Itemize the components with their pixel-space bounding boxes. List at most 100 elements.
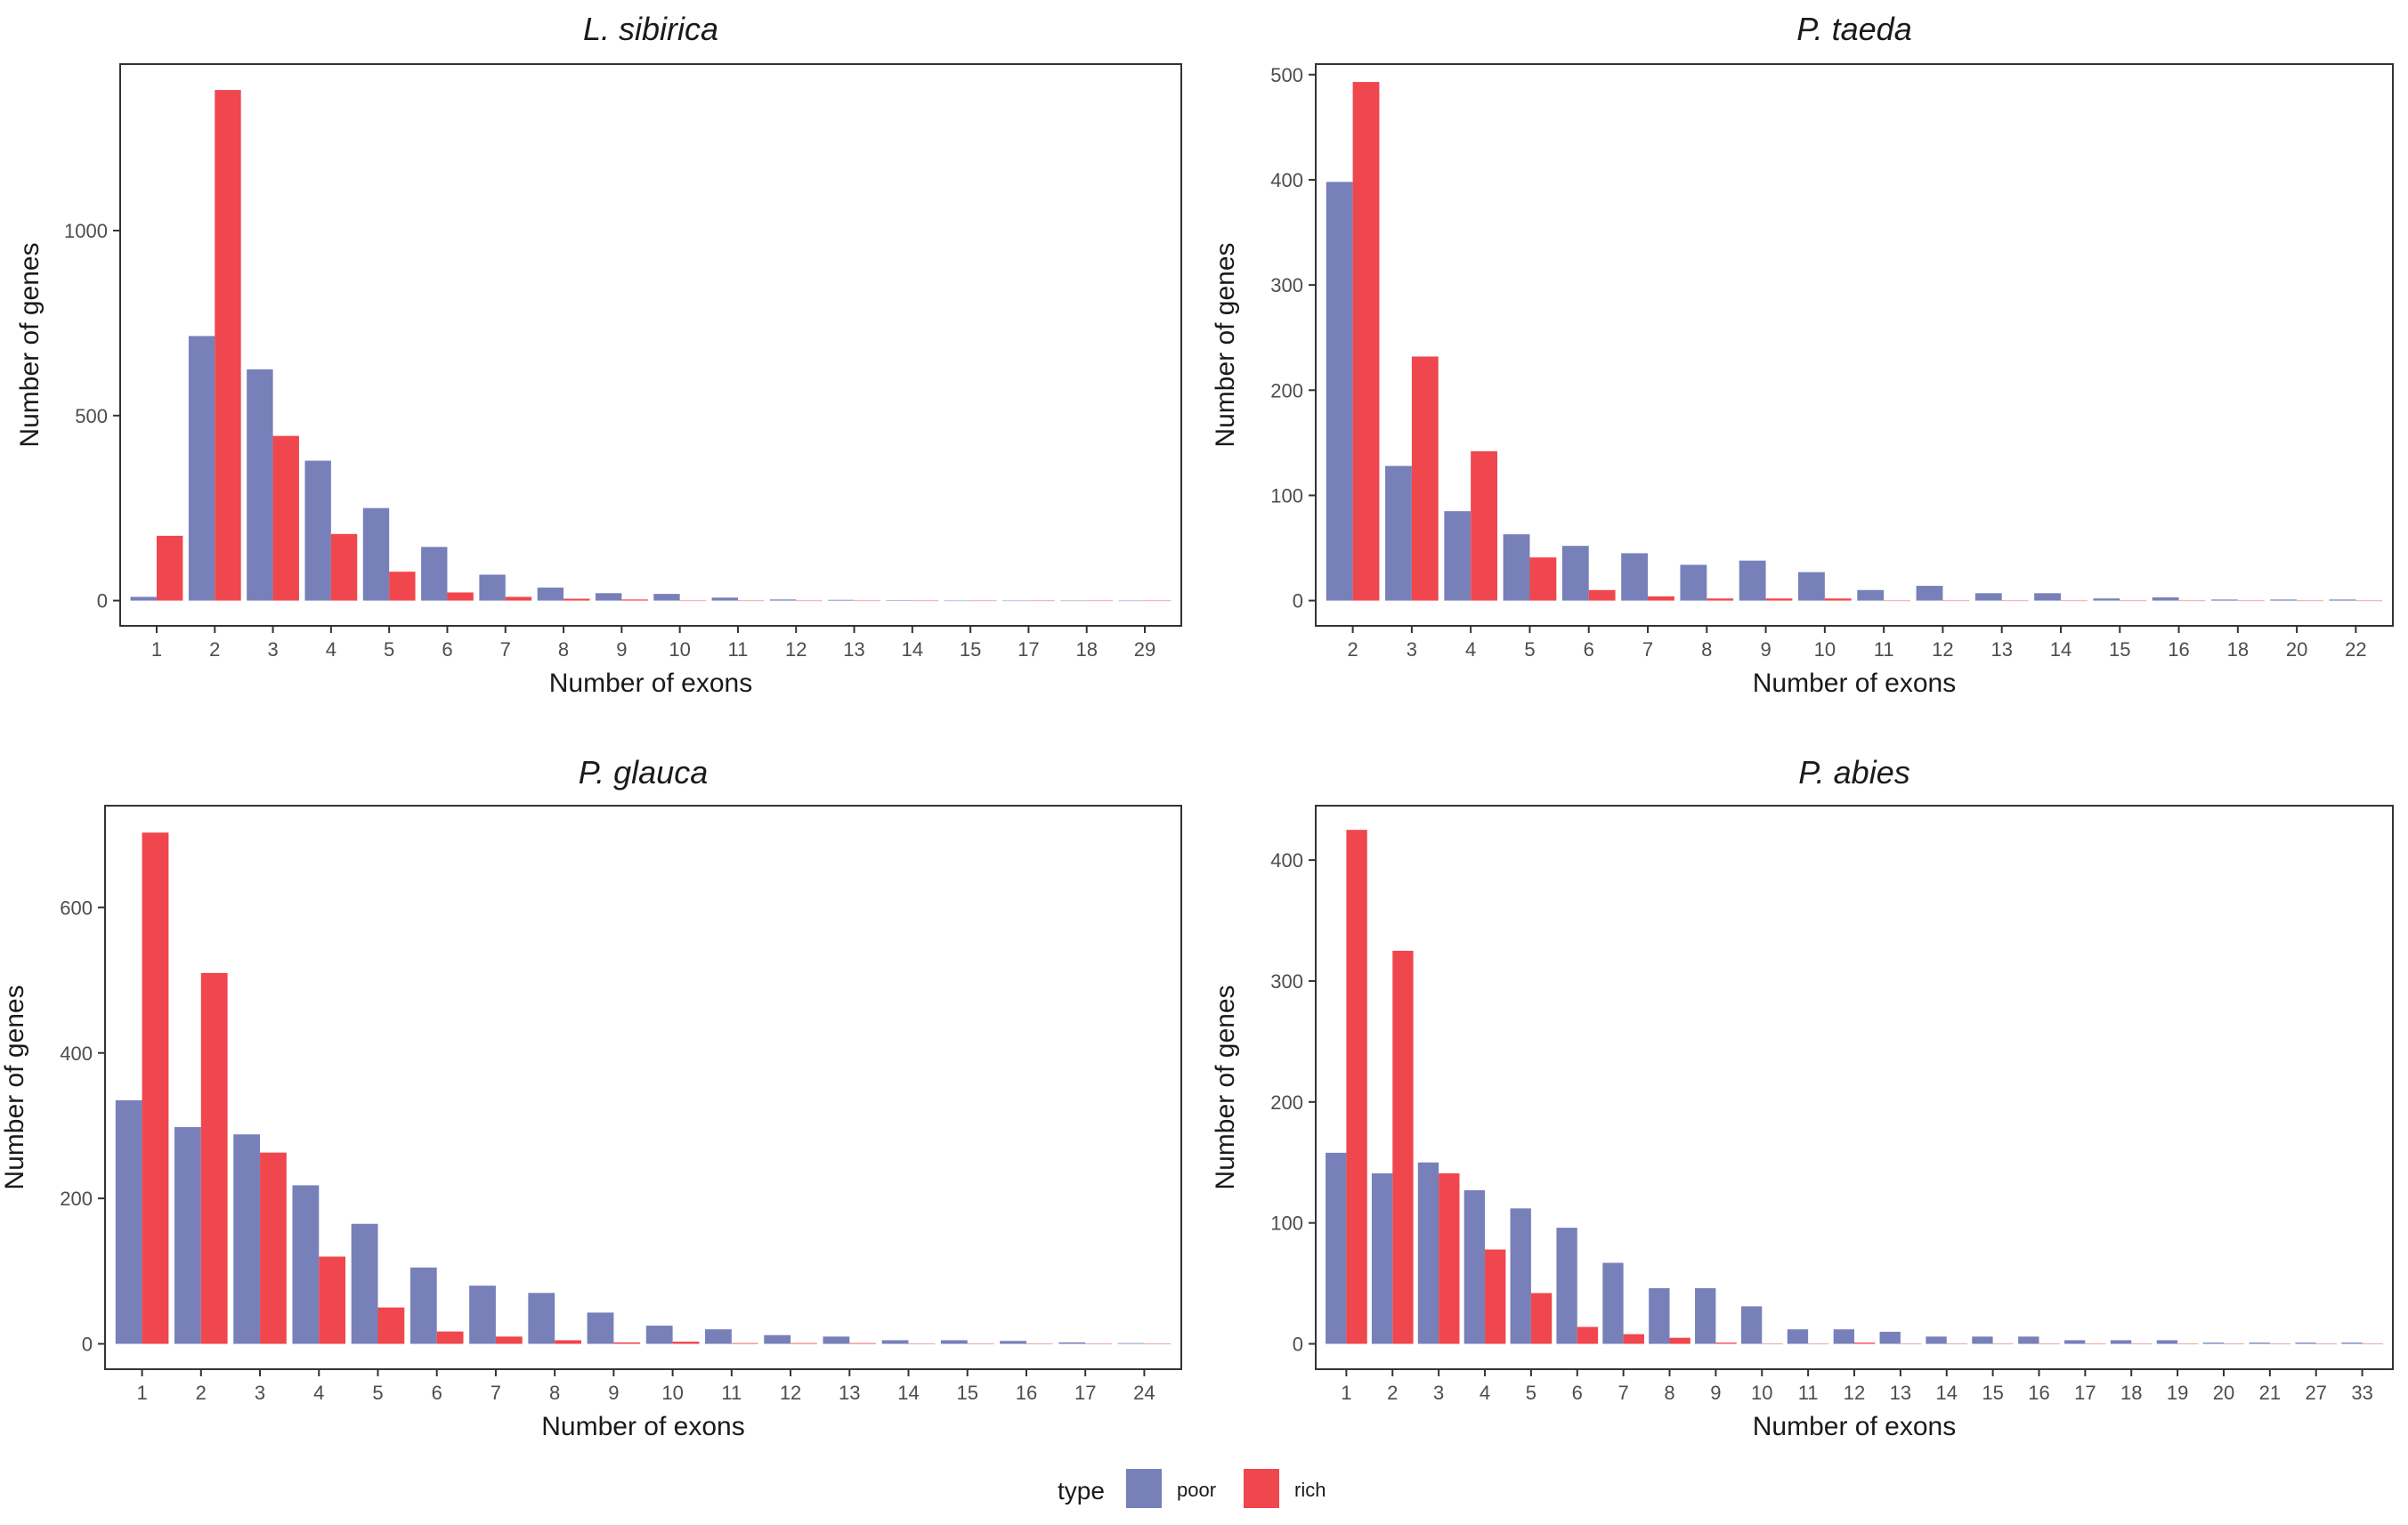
bar-rich xyxy=(737,600,765,602)
y-tick-label: 200 xyxy=(1270,1091,1303,1114)
x-tick-label: 13 xyxy=(1990,638,2012,661)
bar-rich xyxy=(389,572,416,601)
y-tick-label: 0 xyxy=(1293,1334,1303,1356)
x-tick-label: 9 xyxy=(1760,638,1771,661)
x-tick-label: 8 xyxy=(549,1382,560,1404)
x-tick-label: 17 xyxy=(1074,1382,1096,1404)
bar-rich xyxy=(1648,596,1674,601)
x-tick-label: 11 xyxy=(1798,1382,1819,1404)
bar-poor xyxy=(292,1185,320,1344)
bar-rich xyxy=(854,600,880,602)
bar-poor xyxy=(823,1336,850,1344)
bar-poor xyxy=(174,1127,201,1344)
x-tick-label: 4 xyxy=(313,1382,324,1404)
bar-rich xyxy=(563,598,590,601)
y-tick-label: 0 xyxy=(82,1334,93,1356)
bar-rich xyxy=(1577,1326,1599,1344)
legend-label-poor: poor xyxy=(1177,1479,1216,1501)
bar-rich xyxy=(672,1342,700,1344)
bar-poor xyxy=(1417,1162,1439,1344)
x-tick-label: 14 xyxy=(897,1382,919,1404)
bar-poor xyxy=(362,507,390,601)
x-tick-label: 2 xyxy=(1347,638,1358,661)
legend-swatch-rich xyxy=(1244,1469,1279,1508)
x-tick-label: 11 xyxy=(728,638,749,661)
bar-poor xyxy=(1060,600,1087,602)
bar-rich xyxy=(1346,830,1367,1344)
bar-poor xyxy=(421,547,448,601)
x-tick-label: 3 xyxy=(267,638,278,661)
x-tick-label: 6 xyxy=(1572,1382,1583,1404)
bar-poor xyxy=(1556,1228,1577,1344)
y-axis-title: Number of genes xyxy=(15,242,45,447)
legend-swatch-poor xyxy=(1126,1469,1162,1508)
bar-rich xyxy=(1529,557,1557,601)
x-tick-label: 2 xyxy=(209,638,220,661)
x-tick-label: 1 xyxy=(151,638,162,661)
x-tick-label: 12 xyxy=(780,1382,801,1404)
bar-rich xyxy=(1028,600,1055,602)
bar-rich xyxy=(1707,598,1734,601)
bar-rich xyxy=(1992,1343,2014,1345)
bar-rich xyxy=(2237,600,2265,602)
y-axis-title: Number of genes xyxy=(1211,985,1240,1189)
x-tick-label: 7 xyxy=(1642,638,1653,661)
bar-rich xyxy=(1900,1343,1922,1345)
bar-poor xyxy=(587,1312,614,1344)
bar-poor xyxy=(2110,1340,2132,1344)
x-axis-title: Number of exons xyxy=(1753,1412,1956,1441)
bar-rich xyxy=(1086,600,1114,602)
y-tick-label: 500 xyxy=(75,405,108,427)
bar-poor xyxy=(1879,1331,1901,1344)
bar-poor xyxy=(304,460,331,601)
bar-rich xyxy=(1392,951,1414,1344)
bar-rich xyxy=(319,1256,346,1344)
x-tick-label: 18 xyxy=(2227,638,2249,661)
bar-poor xyxy=(1926,1336,1947,1344)
x-tick-label: 17 xyxy=(2074,1382,2096,1404)
bar-rich xyxy=(791,1342,817,1344)
x-tick-label: 2 xyxy=(1387,1382,1398,1404)
bar-rich xyxy=(1411,356,1439,601)
bar-poor xyxy=(1974,593,2002,601)
bar-rich xyxy=(2039,1343,2060,1345)
panel-2: P. taeda 0 100 200 300 400 500 2 3 4 5 6 7 8 9 10 11 12 13… xyxy=(1211,11,2394,698)
bar-poor xyxy=(1117,1342,1145,1344)
bar-rich xyxy=(679,600,707,602)
bar-rich xyxy=(2178,600,2206,602)
x-tick-label: 18 xyxy=(2120,1382,2142,1404)
x-tick-label: 5 xyxy=(1524,638,1535,661)
x-tick-label: 4 xyxy=(326,638,336,661)
bar-poor xyxy=(2211,599,2238,601)
bar-poor xyxy=(2329,599,2356,601)
x-tick-label: 16 xyxy=(1016,1382,1037,1404)
y-tick-label: 400 xyxy=(1270,169,1303,191)
bar-poor xyxy=(705,1329,732,1344)
bar-poor xyxy=(2341,1342,2363,1344)
bar-rich xyxy=(1026,1343,1053,1345)
x-tick-label: 18 xyxy=(1075,638,1097,661)
bar-poor xyxy=(1695,1288,1716,1344)
bar-rich xyxy=(2362,1343,2383,1345)
bar-poor xyxy=(1000,1341,1026,1344)
y-tick-label: 200 xyxy=(1270,379,1303,402)
bar-rich xyxy=(2085,1343,2106,1345)
y-tick-label: 600 xyxy=(60,896,93,919)
x-tick-label: 17 xyxy=(1018,638,1039,661)
bar-rich xyxy=(1854,1342,1876,1344)
x-tick-label: 9 xyxy=(608,1382,619,1404)
bar-rich xyxy=(2355,600,2383,602)
x-tick-label: 20 xyxy=(2213,1382,2234,1404)
x-tick-label: 3 xyxy=(255,1382,265,1404)
bar-rich xyxy=(849,1342,877,1344)
y-tick-label: 400 xyxy=(1270,849,1303,872)
x-tick-label: 10 xyxy=(1751,1382,1772,1404)
bar-rich xyxy=(156,535,183,601)
bar-rich xyxy=(200,972,228,1344)
y-tick-label: 300 xyxy=(1270,274,1303,296)
x-tick-label: 24 xyxy=(1133,1382,1155,1404)
bar-poor xyxy=(1649,1288,1670,1344)
bar-poor xyxy=(1002,600,1029,602)
